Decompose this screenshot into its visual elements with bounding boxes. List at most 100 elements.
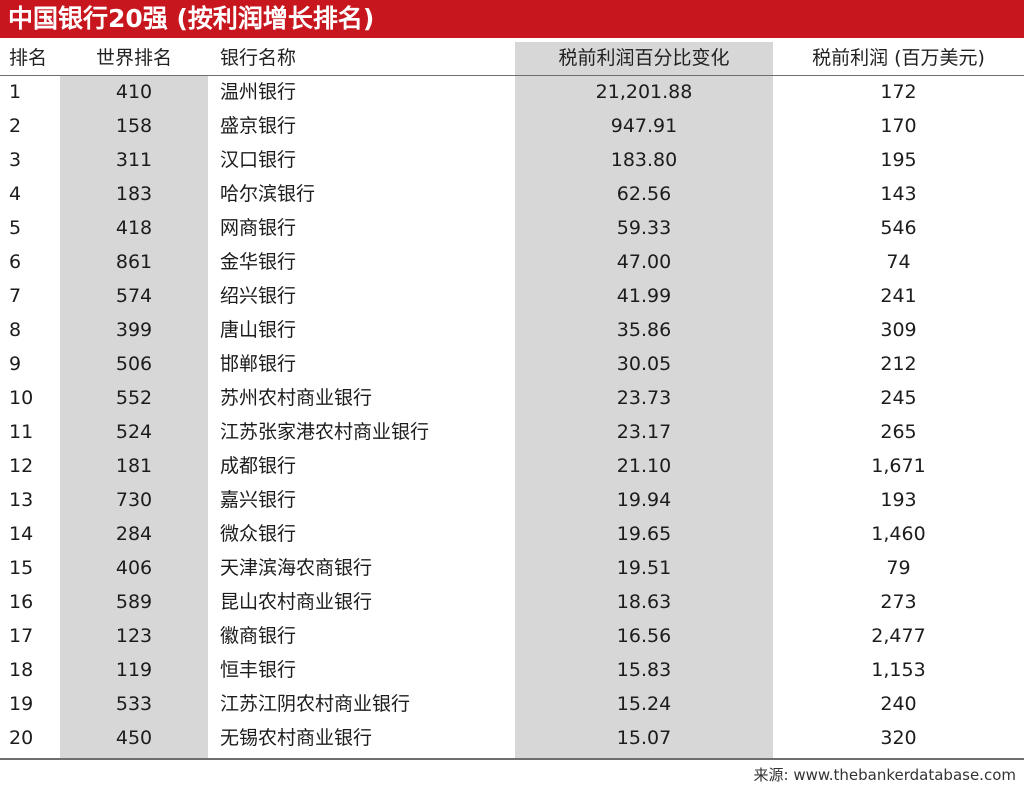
cell-world-rank: 574 [115, 285, 153, 307]
table-row: 1 410 温州银行 21,201.88 172 [0, 75, 1024, 109]
cell-rank: 9 [9, 353, 22, 375]
cell-profit-change: 16.56 [616, 625, 672, 647]
cell-rank: 3 [9, 149, 22, 171]
cell-world-rank: 410 [115, 81, 153, 103]
cell-pretax-profit: 143 [880, 183, 917, 205]
cell-world-rank: 524 [115, 421, 153, 443]
cell-world-rank: 406 [115, 557, 153, 579]
cell-rank: 14 [9, 523, 34, 545]
cell-pretax-profit: 195 [880, 149, 917, 171]
cell-profit-change: 23.17 [616, 421, 672, 443]
cell-world-rank: 311 [115, 149, 153, 171]
cell-rank: 15 [9, 557, 34, 579]
cell-bank-name: 哈尔滨银行 [220, 183, 316, 205]
cell-profit-change: 62.56 [616, 183, 672, 205]
header-divider [0, 75, 1024, 76]
cell-pretax-profit: 1,460 [871, 523, 926, 545]
table-row: 11 524 江苏张家港农村商业银行 23.17 265 [0, 415, 1024, 449]
table-row: 18 119 恒丰银行 15.83 1,153 [0, 653, 1024, 687]
cell-world-rank: 119 [115, 659, 153, 681]
table-bottom-rule [0, 758, 1024, 760]
cell-bank-name: 成都银行 [220, 455, 297, 477]
table-header-row: 排名 世界排名 银行名称 税前利润百分比变化 税前利润 (百万美元) [0, 42, 1024, 75]
profit-change-column-shade [515, 42, 773, 758]
cell-rank: 13 [9, 489, 34, 511]
table-row: 6 861 金华银行 47.00 74 [0, 245, 1024, 279]
cell-pretax-profit: 74 [886, 251, 911, 273]
cell-world-rank: 589 [115, 591, 153, 613]
cell-bank-name: 恒丰银行 [220, 659, 297, 681]
cell-profit-change: 15.24 [616, 693, 672, 715]
cell-pretax-profit: 193 [880, 489, 917, 511]
table-row: 3 311 汉口银行 183.80 195 [0, 143, 1024, 177]
cell-rank: 6 [9, 251, 22, 273]
cell-profit-change: 41.99 [616, 285, 672, 307]
cell-bank-name: 金华银行 [220, 251, 297, 273]
table-row: 16 589 昆山农村商业银行 18.63 273 [0, 585, 1024, 619]
cell-profit-change: 19.94 [616, 489, 672, 511]
cell-bank-name: 徽商银行 [220, 625, 297, 647]
cell-bank-name: 唐山银行 [220, 319, 297, 341]
cell-world-rank: 158 [115, 115, 153, 137]
cell-pretax-profit: 245 [880, 387, 917, 409]
cell-pretax-profit: 1,153 [871, 659, 926, 681]
table-row: 5 418 网商银行 59.33 546 [0, 211, 1024, 245]
cell-pretax-profit: 320 [880, 727, 917, 749]
table-row: 17 123 徽商银行 16.56 2,477 [0, 619, 1024, 653]
cell-bank-name: 盛京银行 [220, 115, 297, 137]
cell-profit-change: 183.80 [610, 149, 678, 171]
cell-profit-change: 21,201.88 [595, 81, 693, 103]
cell-bank-name: 无锡农村商业银行 [220, 727, 373, 749]
cell-bank-name: 苏州农村商业银行 [220, 387, 373, 409]
cell-bank-name: 江苏江阴农村商业银行 [220, 693, 411, 715]
cell-profit-change: 30.05 [616, 353, 672, 375]
cell-world-rank: 533 [115, 693, 153, 715]
table-row: 15 406 天津滨海农商银行 19.51 79 [0, 551, 1024, 585]
table-row: 13 730 嘉兴银行 19.94 193 [0, 483, 1024, 517]
cell-profit-change: 15.07 [616, 727, 672, 749]
cell-pretax-profit: 170 [880, 115, 917, 137]
cell-world-rank: 183 [115, 183, 153, 205]
table-row: 19 533 江苏江阴农村商业银行 15.24 240 [0, 687, 1024, 721]
cell-pretax-profit: 309 [880, 319, 917, 341]
cell-profit-change: 59.33 [616, 217, 672, 239]
table-row: 8 399 唐山银行 35.86 309 [0, 313, 1024, 347]
cell-rank: 1 [9, 81, 22, 103]
cell-bank-name: 江苏张家港农村商业银行 [220, 421, 430, 443]
cell-rank: 8 [9, 319, 22, 341]
cell-world-rank: 552 [115, 387, 153, 409]
cell-world-rank: 418 [115, 217, 153, 239]
source-note: 来源: www.thebankerdatabase.com [753, 766, 1017, 784]
cell-rank: 19 [9, 693, 34, 715]
cell-rank: 20 [9, 727, 34, 749]
cell-pretax-profit: 546 [880, 217, 917, 239]
cell-world-rank: 506 [115, 353, 153, 375]
cell-pretax-profit: 172 [880, 81, 917, 103]
cell-bank-name: 天津滨海农商银行 [220, 557, 373, 579]
table-row: 14 284 微众银行 19.65 1,460 [0, 517, 1024, 551]
cell-rank: 4 [9, 183, 22, 205]
table-row: 20 450 无锡农村商业银行 15.07 320 [0, 721, 1024, 755]
cell-profit-change: 19.51 [616, 557, 672, 579]
cell-rank: 18 [9, 659, 34, 681]
table-row: 12 181 成都银行 21.10 1,671 [0, 449, 1024, 483]
cell-profit-change: 18.63 [616, 591, 672, 613]
cell-rank: 10 [9, 387, 34, 409]
cell-world-rank: 399 [115, 319, 153, 341]
table-row: 10 552 苏州农村商业银行 23.73 245 [0, 381, 1024, 415]
cell-bank-name: 绍兴银行 [220, 285, 297, 307]
header-rank: 排名 [9, 47, 48, 69]
cell-rank: 2 [9, 115, 22, 137]
cell-world-rank: 123 [115, 625, 153, 647]
table-row: 4 183 哈尔滨银行 62.56 143 [0, 177, 1024, 211]
header-pretax-profit: 税前利润 (百万美元) [812, 47, 985, 69]
cell-profit-change: 947.91 [610, 115, 678, 137]
cell-world-rank: 730 [115, 489, 153, 511]
cell-rank: 11 [9, 421, 34, 443]
cell-pretax-profit: 241 [880, 285, 917, 307]
page-title: 中国银行20强 (按利润增长排名) [0, 0, 1024, 38]
cell-profit-change: 19.65 [616, 523, 672, 545]
cell-bank-name: 嘉兴银行 [220, 489, 297, 511]
cell-world-rank: 181 [115, 455, 153, 477]
cell-rank: 17 [9, 625, 34, 647]
